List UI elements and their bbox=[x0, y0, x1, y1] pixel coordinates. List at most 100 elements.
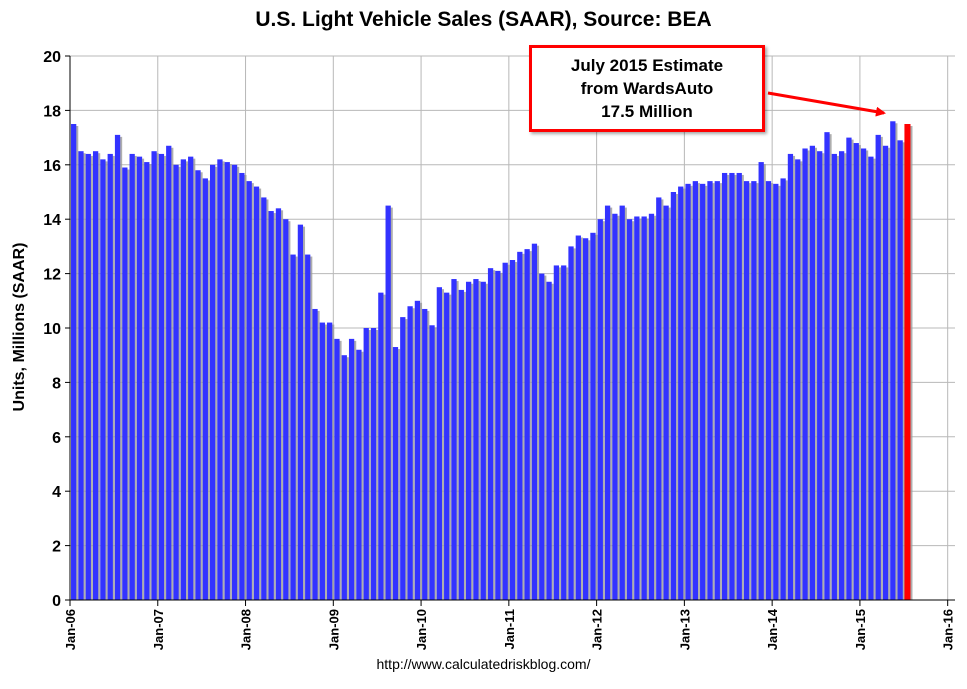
bar bbox=[765, 181, 772, 600]
bar bbox=[297, 224, 304, 600]
x-tick-label: Jan-08 bbox=[239, 609, 254, 650]
bar bbox=[239, 172, 245, 600]
bar bbox=[809, 145, 816, 600]
bar bbox=[429, 325, 435, 600]
bar bbox=[144, 162, 150, 600]
bar bbox=[151, 151, 157, 600]
y-tick-label: 12 bbox=[43, 267, 61, 284]
bar bbox=[743, 181, 750, 600]
bar bbox=[597, 219, 603, 600]
bar bbox=[275, 208, 282, 600]
x-tick-label: Jan-11 bbox=[502, 609, 517, 649]
bar bbox=[546, 281, 552, 600]
bar bbox=[736, 172, 742, 600]
bar bbox=[107, 153, 113, 601]
bar bbox=[217, 159, 223, 601]
x-tick-label: Jan-14 bbox=[765, 608, 780, 650]
y-tick-label: 6 bbox=[52, 430, 61, 447]
bar bbox=[261, 197, 267, 600]
bar bbox=[663, 205, 669, 600]
bar bbox=[495, 270, 501, 600]
bar bbox=[758, 162, 764, 600]
bar bbox=[458, 289, 464, 600]
annotation-arrow bbox=[767, 91, 886, 117]
bar bbox=[246, 181, 252, 600]
bar bbox=[363, 328, 369, 600]
bar bbox=[180, 159, 187, 601]
bar bbox=[348, 338, 355, 600]
bar bbox=[370, 328, 377, 600]
bar bbox=[356, 349, 362, 600]
y-tick-label: 18 bbox=[43, 103, 61, 120]
bar bbox=[85, 153, 91, 601]
bar bbox=[802, 148, 808, 601]
x-tick-label: Jan-16 bbox=[941, 609, 956, 650]
bar bbox=[524, 249, 530, 600]
bar bbox=[414, 300, 421, 600]
bar bbox=[202, 178, 208, 600]
bar bbox=[209, 164, 216, 601]
bar bbox=[787, 153, 794, 601]
y-tick-label: 20 bbox=[43, 49, 61, 66]
bar bbox=[385, 205, 391, 600]
bar bbox=[685, 183, 691, 600]
y-tick-label: 2 bbox=[52, 539, 61, 556]
x-tick-label: Jan-15 bbox=[853, 609, 868, 650]
bar bbox=[290, 254, 296, 600]
x-tick-label: Jan-07 bbox=[151, 609, 166, 650]
annotation-line-3: 17.5 Million bbox=[601, 102, 693, 121]
bar bbox=[158, 153, 165, 601]
bar bbox=[78, 151, 84, 600]
bar bbox=[407, 306, 413, 600]
bar bbox=[334, 338, 340, 600]
bar bbox=[444, 292, 450, 600]
bar bbox=[451, 279, 457, 600]
x-tick-label: Jan-13 bbox=[677, 609, 692, 650]
bar bbox=[341, 355, 347, 600]
bar bbox=[473, 279, 479, 600]
chart-title: U.S. Light Vehicle Sales (SAAR), Source:… bbox=[255, 8, 712, 31]
bar bbox=[692, 181, 698, 600]
bar bbox=[531, 243, 538, 600]
bar bbox=[648, 213, 655, 600]
bar bbox=[224, 162, 230, 600]
bar bbox=[868, 156, 874, 600]
y-tick-label: 16 bbox=[43, 158, 61, 175]
bar bbox=[422, 308, 428, 600]
y-tick-label: 4 bbox=[52, 484, 61, 501]
bar bbox=[882, 145, 889, 600]
y-tick-label: 0 bbox=[52, 593, 61, 610]
bar bbox=[136, 156, 143, 600]
bar bbox=[502, 262, 508, 600]
bar bbox=[465, 281, 472, 600]
annotation-line-2: from WardsAuto bbox=[580, 79, 714, 98]
bar bbox=[656, 197, 662, 600]
bar bbox=[539, 273, 545, 600]
bar bbox=[817, 151, 823, 600]
bar bbox=[400, 317, 406, 600]
estimate-bar bbox=[904, 124, 911, 600]
bar bbox=[721, 172, 728, 600]
bar bbox=[700, 183, 706, 600]
bar bbox=[780, 178, 786, 600]
x-tick-label: Jan-09 bbox=[326, 609, 341, 650]
x-tick-label: Jan-12 bbox=[590, 609, 605, 650]
bar bbox=[824, 132, 830, 600]
bar bbox=[590, 232, 596, 601]
bar bbox=[319, 322, 325, 600]
annotation-box: July 2015 Estimate from WardsAuto 17.5 M… bbox=[529, 45, 765, 132]
bar bbox=[480, 281, 486, 600]
bar bbox=[509, 260, 516, 600]
bar bbox=[678, 186, 684, 600]
bar bbox=[634, 216, 640, 601]
x-tick-label: Jan-06 bbox=[63, 609, 78, 650]
bar bbox=[831, 153, 837, 601]
bar bbox=[231, 164, 238, 601]
bar bbox=[553, 265, 560, 600]
bar bbox=[641, 216, 647, 601]
bar bbox=[626, 219, 633, 600]
bar bbox=[436, 287, 442, 600]
bar bbox=[561, 265, 567, 600]
